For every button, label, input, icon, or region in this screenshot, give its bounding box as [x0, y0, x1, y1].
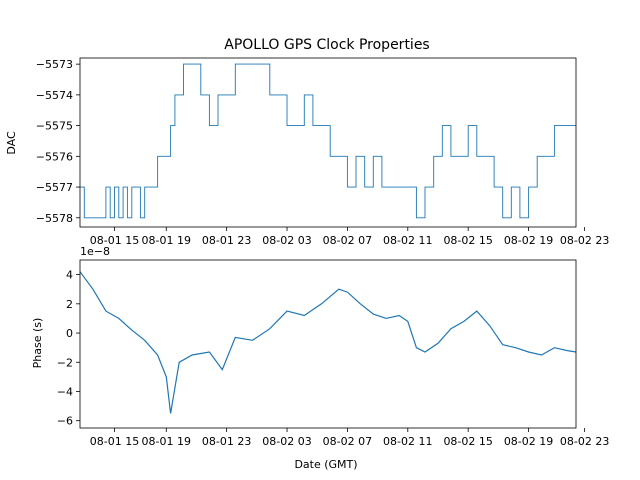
dac-series-line	[80, 63, 576, 219]
ytick-label: −5578	[36, 212, 73, 225]
xtick-label: 08-01 15	[90, 234, 139, 247]
xtick-label: 08-02 15	[443, 234, 492, 247]
xtick-label: 08-02 03	[262, 435, 311, 448]
dac-axes-frame	[79, 57, 577, 228]
ytick-label: 4	[66, 269, 73, 282]
phase-xlabel: Date (GMT)	[294, 458, 357, 471]
xtick-label: 08-01 23	[202, 234, 251, 247]
xtick-label: 08-02 23	[560, 435, 609, 448]
ytick-label: −4	[57, 385, 73, 398]
xtick-label: 08-02 07	[323, 234, 372, 247]
ytick-label: −2	[57, 356, 73, 369]
xtick-label: 08-02 19	[504, 435, 553, 448]
ytick-label: −5575	[36, 120, 73, 133]
xtick-label: 08-01 19	[142, 435, 191, 448]
xtick-label: 08-02 23	[560, 234, 609, 247]
ytick-label: −6	[57, 415, 73, 428]
chart-title: APOLLO GPS Clock Properties	[224, 37, 429, 53]
ytick-label: −5574	[36, 89, 73, 102]
xtick-label: 08-02 11	[383, 234, 432, 247]
dac-panel: DAC −5573 −5574 −5575 −5576 −5577 −5578 08-01 …	[5, 57, 609, 247]
dac-ylabel: DAC	[5, 131, 18, 155]
xtick-label: 08-01 15	[90, 435, 139, 448]
ytick-label: −5576	[36, 150, 73, 163]
xtick-label: 08-02 07	[323, 435, 372, 448]
xtick-label: 08-02 15	[443, 435, 492, 448]
phase-panel: Phase (s) 1e−8 Date (GMT) 4 2 0 −2 −4 −6 08-01…	[31, 245, 609, 471]
ytick-label: −5577	[36, 181, 73, 194]
xtick-label: 08-02 11	[383, 435, 432, 448]
phase-series-line	[79, 271, 577, 414]
xtick-label: 08-02 03	[262, 234, 311, 247]
xtick-label: 08-02 19	[504, 234, 553, 247]
ytick-label: −5573	[36, 58, 73, 71]
ytick-label: 0	[66, 327, 73, 340]
phase-offset-text: 1e−8	[80, 245, 110, 258]
phase-axes-frame	[79, 259, 577, 429]
xtick-label: 08-01 19	[142, 234, 191, 247]
phase-ylabel: Phase (s)	[31, 318, 44, 369]
ytick-label: 2	[66, 298, 73, 311]
xtick-label: 08-01 23	[202, 435, 251, 448]
